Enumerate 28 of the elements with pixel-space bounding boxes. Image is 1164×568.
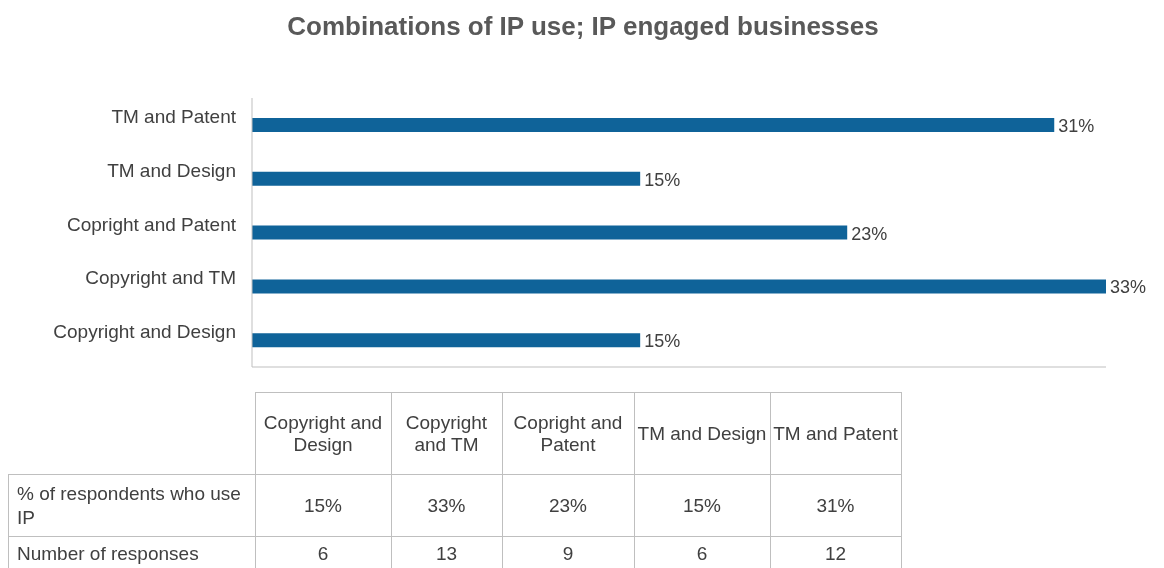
y-tick-label: Copyright and TM <box>85 267 236 289</box>
text: Number of responses <box>8 536 255 568</box>
text: 12 <box>770 536 901 568</box>
category-label: Copyright and TM <box>405 411 488 455</box>
category-label: Copyright and Design <box>263 411 383 455</box>
data-label: 23% <box>851 223 888 244</box>
text: % of respondents who use IP <box>8 474 255 537</box>
text: 6 <box>634 536 770 568</box>
y-tick-label: Copyright and Design <box>53 321 236 343</box>
category-label: Copright and Patent <box>513 411 623 455</box>
data-label: 15% <box>644 331 681 352</box>
text: 6 <box>255 536 391 568</box>
data-label: 31% <box>1058 116 1095 136</box>
category-label: TM and Design <box>637 422 767 444</box>
text: 15% <box>682 494 722 516</box>
text: 9 <box>502 536 634 568</box>
y-tick-label: Copright and Patent <box>66 213 237 235</box>
category-label: TM and Patent <box>773 422 898 444</box>
text: 23% <box>548 494 588 516</box>
y-tick-label: TM and Design <box>107 159 236 181</box>
text: 31% <box>816 494 855 516</box>
text: 33% <box>427 494 466 516</box>
text: 13 <box>391 536 502 568</box>
data-label: 15% <box>644 169 681 190</box>
text: 15% <box>303 494 343 516</box>
y-tick-label: TM and Patent <box>111 105 237 127</box>
data-label: 33% <box>1110 277 1147 298</box>
chart-title: Combinations of IP use; IP engaged businesses <box>286 10 880 43</box>
